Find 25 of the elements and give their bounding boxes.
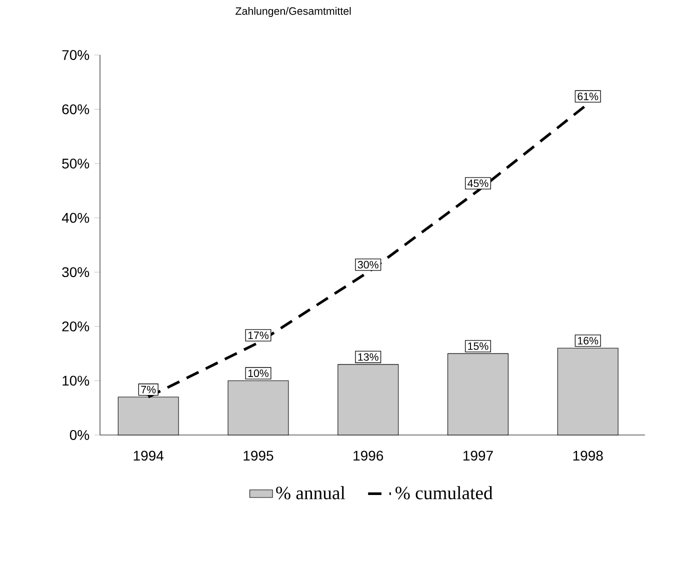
legend-label: % annual (276, 486, 346, 500)
x-tick-label: 1998 (573, 450, 603, 461)
x-tick-label: 1996 (354, 450, 384, 461)
data-label: 61% (578, 92, 598, 100)
data-label: 7% (141, 386, 156, 394)
x-tick-label: 1995 (244, 450, 274, 461)
data-label: 45% (468, 180, 488, 188)
x-tick-label: 1997 (463, 450, 493, 461)
x-tick-label: 1994 (134, 450, 164, 461)
legend-label: % cumulated (396, 486, 493, 500)
data-label: 17% (248, 332, 269, 340)
y-tick-label: 10% (62, 376, 90, 386)
y-tick-label: 50% (62, 158, 90, 169)
data-label: 15% (468, 342, 488, 350)
data-label: 16% (578, 336, 598, 344)
data-label: 13% (358, 353, 378, 361)
data-label: 30% (358, 260, 378, 268)
y-tick-label: 60% (62, 104, 90, 114)
y-tick-label: 30% (62, 267, 90, 278)
y-tick-label: 0% (70, 430, 90, 440)
chart-title: Zahlungen/Gesamtmittel (236, 7, 351, 17)
y-tick-label: 70% (62, 50, 90, 60)
data-label: 10% (248, 370, 269, 378)
y-tick-label: 40% (62, 212, 90, 223)
y-tick-label: 20% (62, 321, 90, 332)
